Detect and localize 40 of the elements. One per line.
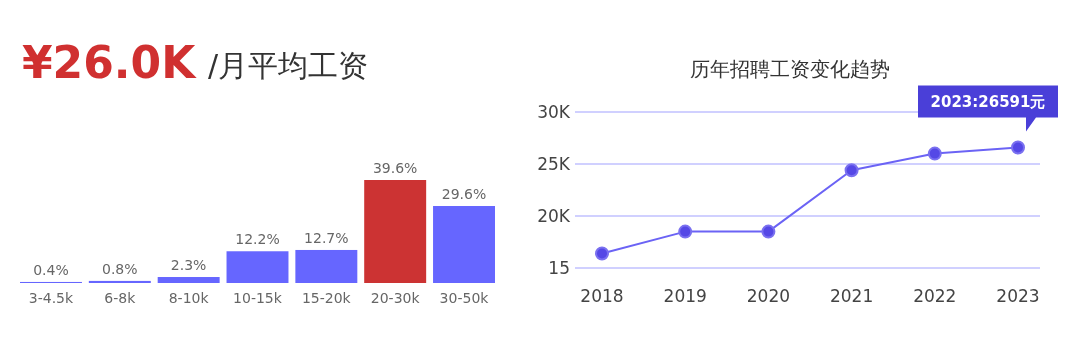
y-tick-label: 15 [548, 258, 570, 278]
data-label: 2.3% [170, 257, 207, 274]
data-label: 12.2% [235, 231, 280, 248]
x-tick-label: 8-10k [168, 290, 210, 306]
data-label: 29.6% [441, 186, 487, 203]
data-label: 12.7% [304, 229, 349, 246]
y-tick-label: 20K [537, 206, 571, 226]
x-tick-label: 15-20k [301, 290, 352, 306]
point [595, 246, 609, 261]
bar [295, 249, 358, 283]
annotation: 2023:26591元 [930, 93, 1046, 112]
x-tick-label: 3-4.5k [28, 290, 75, 306]
data-label: 0.8% [102, 260, 138, 277]
x-tick-label: 6-8k [104, 290, 137, 306]
x-tick-label: 2018 [580, 286, 624, 306]
x-tick-label: 2021 [829, 286, 874, 306]
y-tick-label: 30K [537, 102, 571, 122]
bar [433, 206, 495, 283]
x-tick-label: 20-30k [370, 290, 421, 306]
x-tick-label: 2023 [996, 286, 1040, 306]
data-label: 0.4% [33, 261, 69, 278]
chart-title: 历年招聘工资变化趋势 [690, 57, 890, 81]
bar [88, 280, 151, 283]
point [761, 224, 776, 239]
point [927, 146, 942, 161]
y-tick-label: 25K [537, 154, 571, 174]
data-label: 39.6% [372, 160, 418, 176]
chart-subtitle: /月平均工资 [208, 48, 369, 83]
bar [157, 277, 220, 283]
bar [364, 180, 427, 283]
x-tick-label: 2022 [913, 286, 957, 306]
chart-title: ¥26.0K [22, 37, 198, 88]
x-tick-label: 2019 [663, 286, 707, 306]
x-tick-label: 30-50k [439, 290, 490, 306]
point [844, 163, 859, 178]
x-tick-label: 10-15k [233, 290, 283, 306]
x-tick-label: 2020 [746, 286, 791, 306]
point [678, 224, 693, 239]
bar [226, 251, 289, 283]
point [1011, 140, 1025, 155]
